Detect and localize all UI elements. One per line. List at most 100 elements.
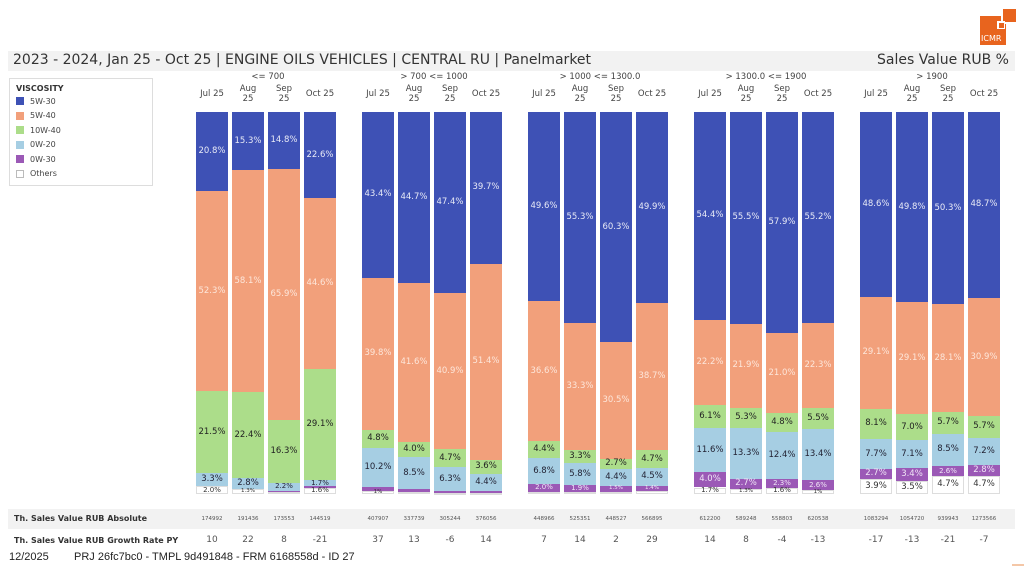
bar-segment: [636, 468, 668, 485]
bar-segment: [232, 392, 264, 478]
bar-segment: [398, 112, 430, 283]
legend-swatch: [16, 155, 24, 163]
bar-segment: [600, 469, 632, 486]
bar-segment: [896, 440, 928, 467]
bar-segment: [694, 488, 726, 494]
bar-segment: [860, 297, 892, 408]
bar-segment: [268, 112, 300, 169]
month-label: Aug25: [894, 84, 930, 104]
table-cell: 1054720: [894, 516, 930, 522]
bar-segment: [434, 293, 466, 449]
bar-segment: [896, 468, 928, 481]
bar-segment: [968, 438, 1000, 466]
bar-segment: [232, 478, 264, 489]
group-label: <= 700: [198, 72, 338, 82]
bar-segment: [564, 463, 596, 485]
bar-segment: [968, 112, 1000, 298]
month-label: Oct 25: [966, 89, 1002, 99]
bar-segment: [802, 490, 834, 494]
bar-segment: [766, 333, 798, 413]
title-bar: 2023 - 2024, Jan 25 - Oct 25 | ENGINE OI…: [8, 51, 1015, 71]
bar-segment: [860, 469, 892, 479]
bar-segment: [304, 369, 336, 480]
legend-title: VISCOSITY: [16, 84, 64, 93]
legend-label: 0W-30: [30, 155, 56, 164]
bar-segment: [802, 408, 834, 429]
table-cell: 173553: [266, 516, 302, 522]
month-label: Oct 25: [800, 89, 836, 99]
table-cell: -6: [432, 535, 468, 545]
bar-segment: [196, 486, 228, 494]
month-label: Jul 25: [360, 89, 396, 99]
bar-segment: [896, 414, 928, 441]
bar-segment: [434, 112, 466, 293]
legend-label: 5W-40: [30, 111, 56, 120]
legend-item: Others: [16, 168, 57, 180]
bar-segment: [636, 112, 668, 303]
bar-segment: [802, 323, 834, 408]
bar-segment: [766, 432, 798, 479]
month-label: Sep25: [930, 84, 966, 104]
bar-segment: [730, 479, 762, 489]
table-cell: -4: [764, 535, 800, 545]
bar-segment: [802, 112, 834, 323]
bar-segment: [896, 112, 928, 302]
bar-segment: [860, 112, 892, 297]
bar-segment: [304, 198, 336, 368]
bar-segment: [932, 112, 964, 304]
bar-segment: [694, 472, 726, 487]
table-cell: 14: [692, 535, 728, 545]
table-cell: 612200: [692, 516, 728, 522]
bar-segment: [600, 492, 632, 494]
table-cell: 305244: [432, 516, 468, 522]
bar-segment: [434, 467, 466, 491]
bar-segment: [694, 320, 726, 405]
bar-segment: [564, 450, 596, 463]
table-cell: 407907: [360, 516, 396, 522]
bar-segment: [268, 483, 300, 491]
table-cell: 448527: [598, 516, 634, 522]
bar-segment: [896, 481, 928, 494]
bar-segment: [528, 112, 560, 301]
month-label: Sep25: [598, 84, 634, 104]
group-label: > 1900: [862, 72, 1002, 82]
legend-swatch: [16, 97, 24, 105]
bar-segment: [694, 112, 726, 320]
bar-segment: [470, 474, 502, 491]
measure-label: Sales Value RUB %: [877, 52, 1009, 68]
table-cell: -21: [930, 535, 966, 545]
legend-item: 0W-20: [16, 139, 56, 151]
bar-segment: [362, 430, 394, 448]
bar-segment: [932, 466, 964, 476]
month-label: Oct 25: [468, 89, 504, 99]
bar-segment: [932, 412, 964, 434]
bar-segment: [694, 405, 726, 428]
bar-segment: [636, 303, 668, 451]
month-label: Sep25: [266, 84, 302, 104]
bar-segment: [528, 301, 560, 441]
bar-segment: [600, 342, 632, 459]
month-label: Jul 25: [858, 89, 894, 99]
bar-segment: [268, 420, 300, 482]
bar-segment: [730, 428, 762, 479]
bar-segment: [268, 492, 300, 494]
table-cell: 448966: [526, 516, 562, 522]
footer-date: 12/2025: [9, 551, 49, 563]
corner-mark: [1012, 564, 1024, 566]
bar-segment: [196, 391, 228, 473]
bar-segment: [766, 112, 798, 333]
bar-segment: [398, 442, 430, 457]
bar-segment: [766, 479, 798, 488]
bar-segment: [730, 489, 762, 494]
month-label: Oct 25: [302, 89, 338, 99]
bar-segment: [528, 492, 560, 494]
table-cell: 525351: [562, 516, 598, 522]
table-cell: 558803: [764, 516, 800, 522]
table-cell: 14: [468, 535, 504, 545]
table-cell: 13: [396, 535, 432, 545]
table-cell: 1083294: [858, 516, 894, 522]
bar-segment: [802, 429, 834, 480]
bar-segment: [232, 112, 264, 170]
month-label: Jul 25: [194, 89, 230, 99]
legend-swatch: [16, 141, 24, 149]
